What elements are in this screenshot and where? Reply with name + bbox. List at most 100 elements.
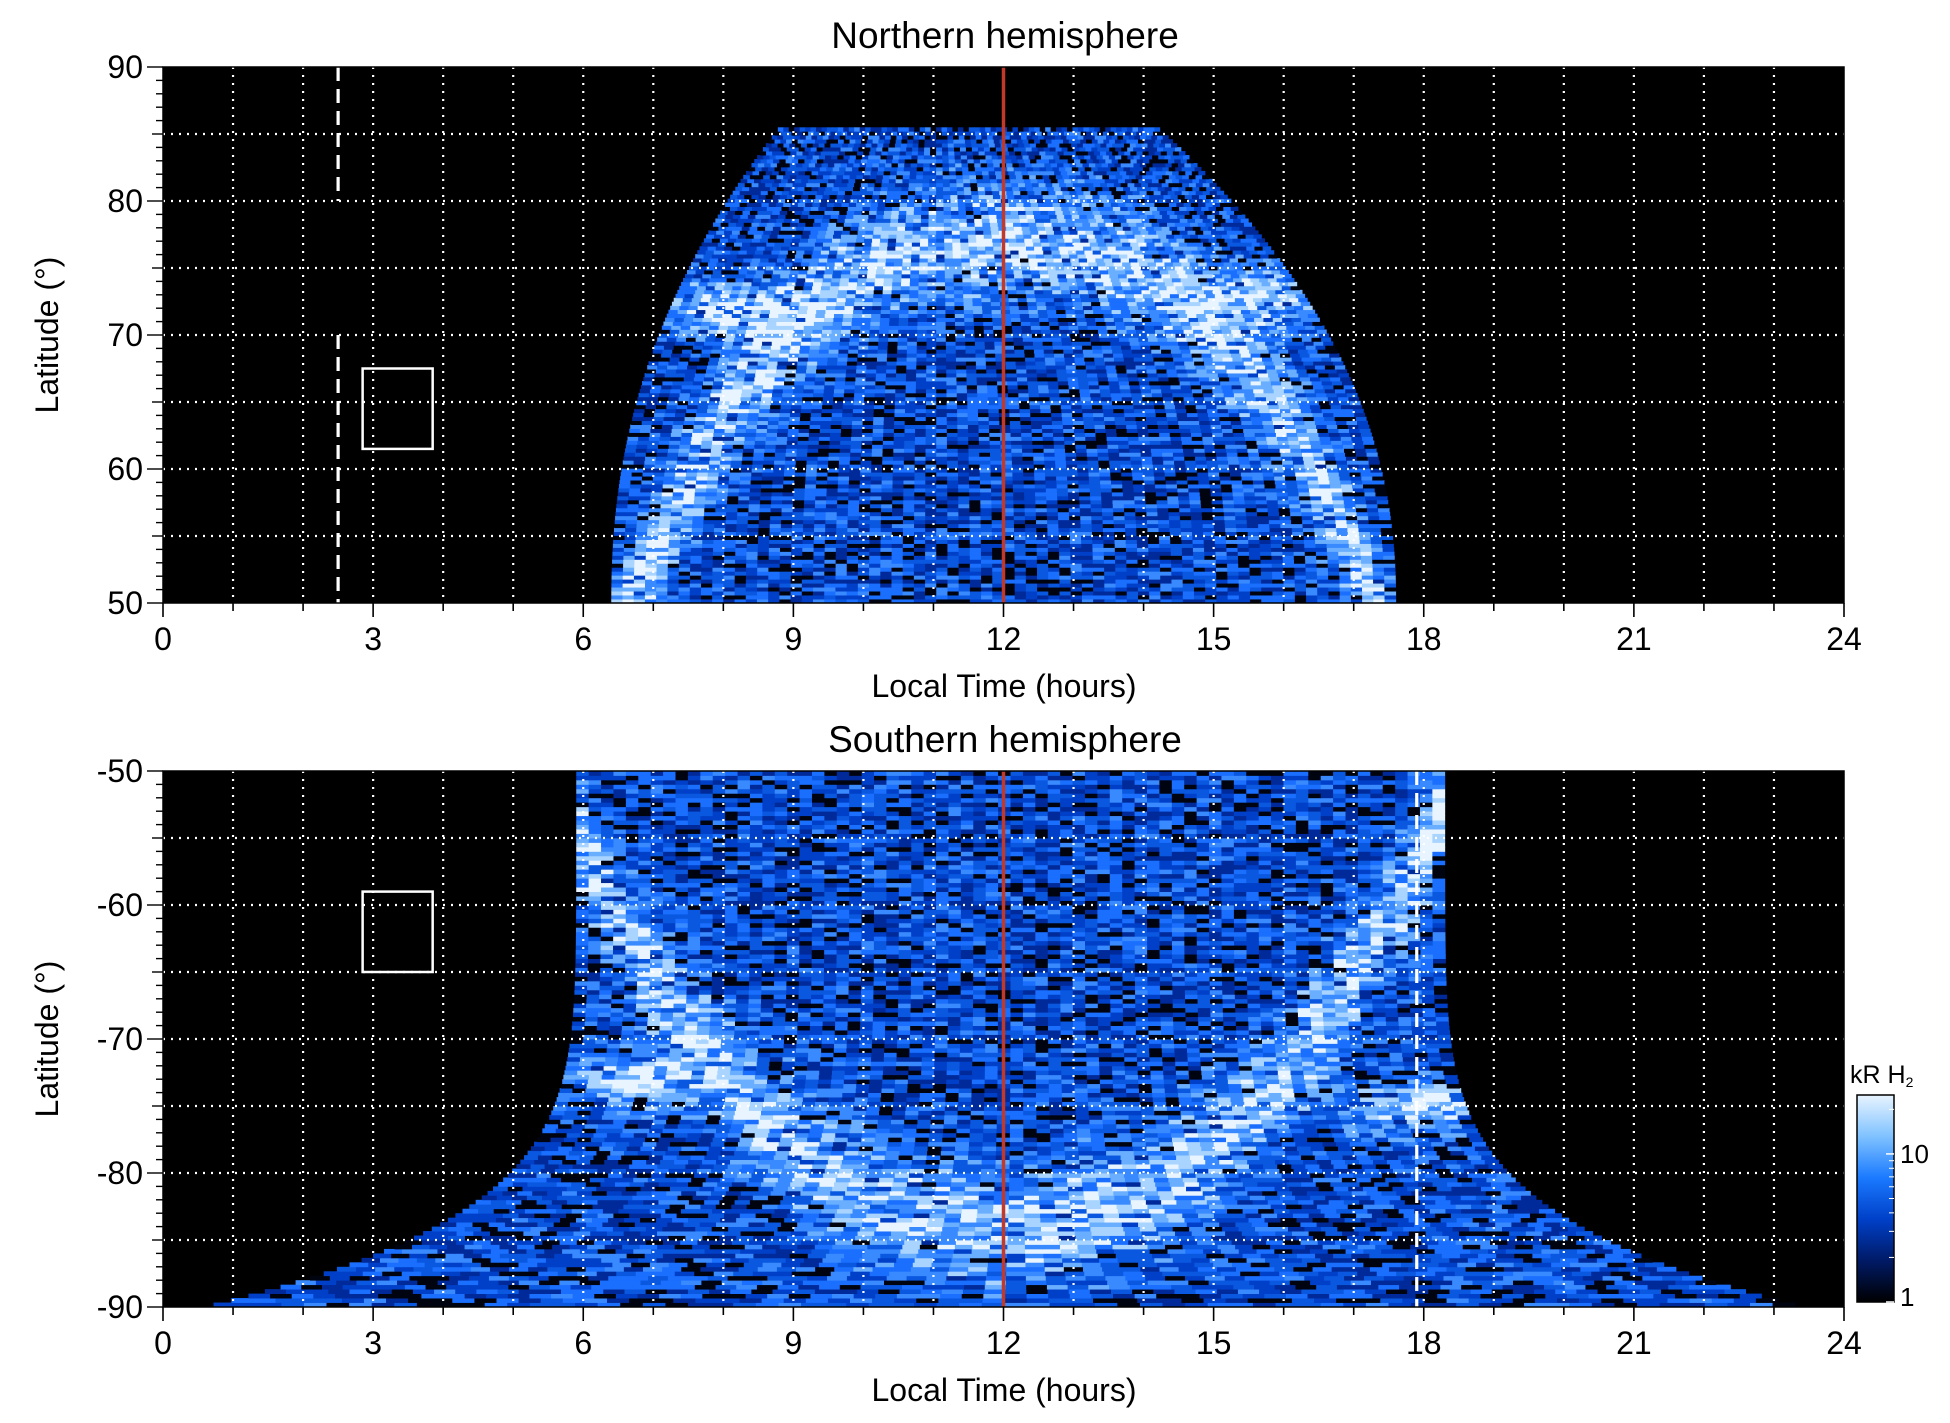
heatmap-cell [725, 420, 737, 426]
heatmap-cell [986, 365, 997, 370]
heatmap-cell [1176, 484, 1189, 489]
heatmap-cell [1148, 559, 1161, 564]
heatmap-cell [1260, 381, 1272, 386]
heatmap-cell [1077, 472, 1089, 477]
heatmap-cell [1300, 507, 1313, 513]
heatmap-cell [1271, 555, 1284, 560]
heatmap-cell [1036, 547, 1049, 552]
heatmap-cell [936, 361, 947, 366]
heatmap-cell [1234, 507, 1246, 513]
heatmap-cell [947, 583, 960, 588]
heatmap-cell [635, 448, 647, 453]
heatmap-cell [734, 587, 747, 592]
heatmap-cell [1003, 575, 1016, 580]
heatmap-cell [1013, 492, 1025, 497]
heatmap-cell [1326, 539, 1338, 544]
heatmap-cell [770, 503, 783, 509]
heatmap-cell [628, 432, 640, 437]
heatmap-cell [656, 579, 668, 584]
heatmap-cell [861, 432, 873, 437]
heatmap-cell [947, 488, 959, 493]
heatmap-cell [614, 523, 626, 529]
heatmap-cell [829, 345, 840, 350]
heatmap-cell [1092, 539, 1104, 544]
heatmap-cell [1071, 341, 1082, 346]
heatmap-cell [1211, 428, 1223, 433]
heatmap-cell [1240, 468, 1252, 473]
heatmap-cell [1165, 480, 1177, 485]
heatmap-cell [1031, 432, 1043, 437]
heatmap-cell [1225, 400, 1237, 406]
heatmap-cell [1034, 476, 1046, 481]
heatmap-cell [1356, 511, 1369, 517]
heatmap-cell [903, 492, 915, 497]
heatmap-cell [716, 365, 728, 370]
heatmap-cell [1356, 507, 1368, 513]
heatmap-cell [926, 349, 937, 354]
heatmap-cell [1362, 599, 1374, 604]
heatmap-cell [801, 579, 814, 584]
heatmap-cell [781, 515, 793, 521]
heatmap-cell [1307, 480, 1319, 485]
heatmap-cell [1058, 539, 1071, 544]
heatmap-cell [1047, 555, 1060, 560]
heatmap-cell [869, 559, 881, 564]
heatmap-cell [1275, 484, 1287, 489]
heatmap-cell [1352, 408, 1364, 414]
heatmap-cell [925, 452, 937, 457]
heatmap-cell [1283, 591, 1296, 596]
heatmap-cell [1059, 595, 1072, 600]
heatmap-cell [905, 400, 916, 406]
heatmap-cell [917, 329, 928, 334]
heatmap-cell [736, 527, 748, 533]
heatmap-cell [913, 535, 926, 540]
heatmap-cell [845, 373, 857, 378]
heatmap-cell [694, 373, 706, 378]
heatmap-cell [1174, 464, 1186, 469]
heatmap-cell [1024, 519, 1037, 525]
heatmap-cell [1305, 587, 1318, 592]
heatmap-cell [1025, 567, 1038, 572]
heatmap-cell [771, 392, 783, 398]
heatmap-cell [1095, 365, 1107, 370]
heatmap-cell [936, 377, 947, 382]
heatmap-cell [849, 456, 862, 461]
heatmap-cell [1193, 396, 1205, 402]
heatmap-cell [671, 384, 683, 390]
heatmap-cell [1131, 349, 1142, 354]
heatmap-cell [1296, 369, 1308, 374]
heatmap-cell [1331, 440, 1343, 445]
heatmap-cell [755, 373, 766, 378]
heatmap-cell [792, 507, 805, 513]
heatmap-cell [1226, 547, 1238, 552]
heatmap-cell [660, 499, 673, 505]
heatmap-cell [669, 440, 681, 445]
heatmap-cell [1322, 412, 1334, 418]
heatmap-cell [1194, 595, 1206, 600]
heatmap-cell [779, 599, 791, 604]
heatmap-cell [1036, 563, 1049, 568]
heatmap-cell [1223, 436, 1235, 441]
heatmap-cell [1179, 515, 1192, 521]
heatmap-cell [1294, 575, 1307, 580]
heatmap-cell [1316, 424, 1328, 429]
heatmap-cell [1147, 523, 1159, 529]
heatmap-cell [902, 523, 915, 529]
heatmap-cell [1200, 424, 1211, 429]
heatmap-cell [925, 563, 937, 568]
heatmap-cell [1358, 424, 1370, 429]
heatmap-cell [1037, 579, 1049, 584]
heatmap-cell [1346, 515, 1358, 521]
heatmap-cell [1297, 488, 1310, 493]
heatmap-cell [1239, 464, 1251, 469]
heatmap-cell [1254, 488, 1266, 493]
heatmap-cell [637, 396, 649, 402]
heatmap-cell [1158, 523, 1170, 529]
heatmap-cell [635, 531, 648, 537]
heatmap-cell [915, 392, 927, 398]
heatmap-cell [768, 579, 780, 584]
heatmap-cell [779, 349, 790, 354]
heatmap-cell [913, 595, 926, 600]
heatmap-cell [685, 476, 697, 481]
heatmap-cell [1046, 492, 1058, 497]
